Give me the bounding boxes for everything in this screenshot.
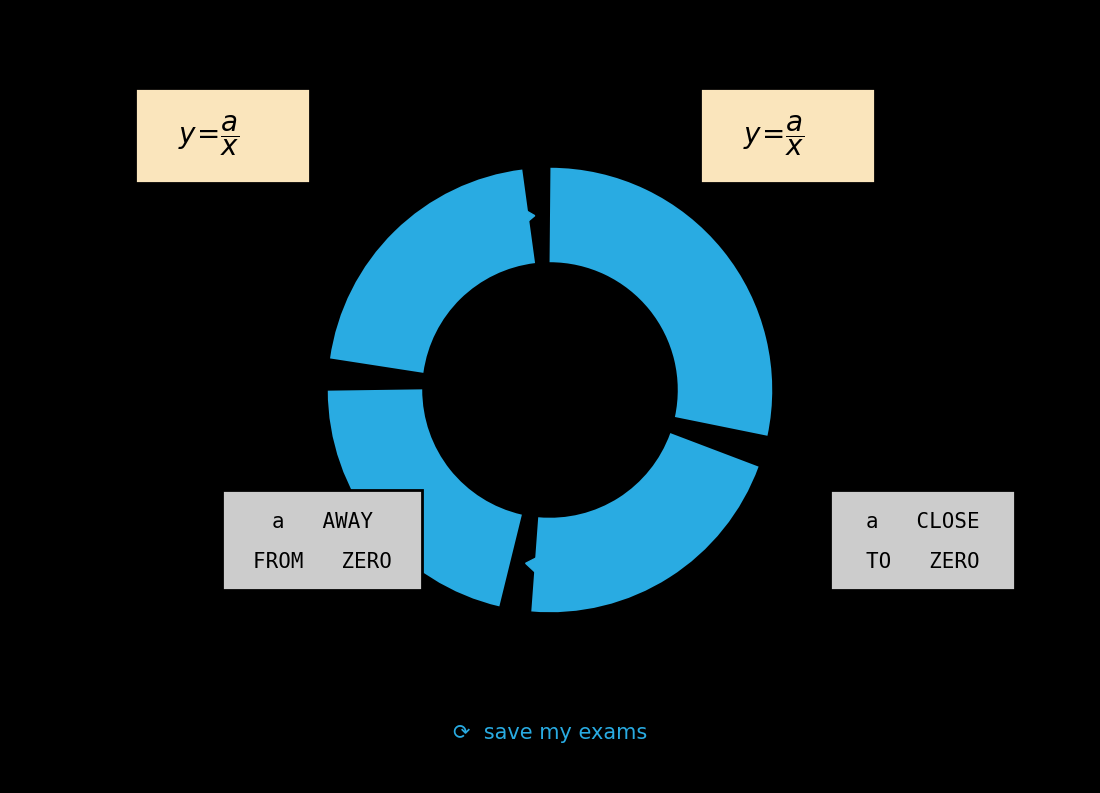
- Polygon shape: [495, 193, 535, 246]
- Text: FROM   ZERO: FROM ZERO: [253, 552, 392, 572]
- Text: a   CLOSE: a CLOSE: [866, 512, 979, 532]
- FancyBboxPatch shape: [135, 88, 310, 183]
- FancyBboxPatch shape: [830, 490, 1015, 590]
- Text: a   AWAY: a AWAY: [272, 512, 373, 532]
- FancyBboxPatch shape: [700, 88, 874, 183]
- FancyBboxPatch shape: [222, 490, 422, 590]
- Text: ⟳  save my exams: ⟳ save my exams: [453, 723, 647, 743]
- Text: TO   ZERO: TO ZERO: [866, 552, 979, 572]
- Text: $y\!=\!\dfrac{a}{x}$: $y\!=\!\dfrac{a}{x}$: [742, 113, 804, 158]
- Text: $y\!=\!\dfrac{a}{x}$: $y\!=\!\dfrac{a}{x}$: [178, 113, 239, 158]
- Polygon shape: [526, 542, 566, 595]
